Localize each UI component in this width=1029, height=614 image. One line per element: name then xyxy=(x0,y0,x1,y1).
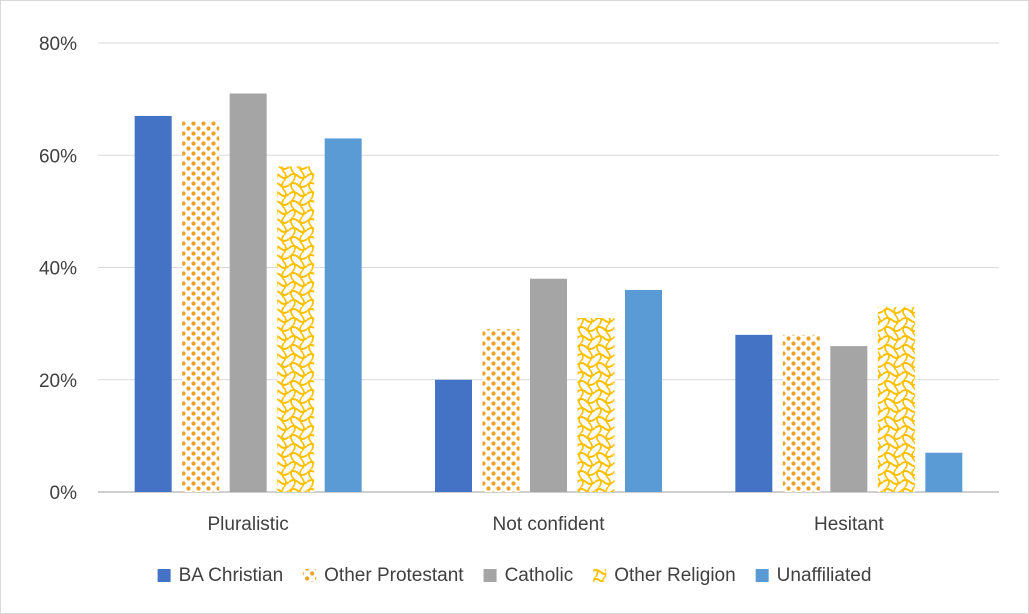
bar-other-protestant-pluralistic xyxy=(182,122,219,492)
bar-catholic-pluralistic xyxy=(230,94,267,492)
legend-item: Other Religion xyxy=(593,565,735,586)
legend-label: Other Religion xyxy=(614,565,735,586)
bar-unaffiliated-not-confident xyxy=(625,290,662,492)
legend-item: Catholic xyxy=(484,565,574,586)
x-axis-category-labels: Pluralistic Not confident Hesitant xyxy=(208,514,885,535)
y-tick-label: 60% xyxy=(39,146,77,167)
bar-other-protestant-not-confident xyxy=(483,329,520,492)
category-label: Not confident xyxy=(493,514,606,535)
legend-swatch xyxy=(484,569,497,582)
bar-ba-christian-not-confident xyxy=(435,380,472,492)
legend-label: Other Protestant xyxy=(324,565,464,586)
legend-swatch xyxy=(593,569,606,582)
legend-swatch xyxy=(303,569,316,582)
bar-ba-christian-pluralistic xyxy=(135,116,172,492)
y-tick-label: 0% xyxy=(50,483,78,504)
y-tick-label: 40% xyxy=(39,259,77,280)
bar-ba-christian-hesitant xyxy=(735,335,772,492)
legend: BA Christian Other Protestant Catholic Othe… xyxy=(158,565,872,586)
y-tick-label: 20% xyxy=(39,371,77,392)
legend-label: BA Christian xyxy=(179,565,284,586)
bars xyxy=(135,94,963,492)
bar-catholic-hesitant xyxy=(830,346,867,492)
y-axis-tick-labels: 0% 20% 40% 60% 80% xyxy=(39,34,77,504)
bar-catholic-not-confident xyxy=(530,279,567,492)
legend-item: Unaffiliated xyxy=(756,565,872,586)
bar-other-religion-pluralistic xyxy=(277,166,314,492)
legend-label: Unaffiliated xyxy=(777,565,872,586)
category-label: Hesitant xyxy=(814,514,884,535)
bar-unaffiliated-pluralistic xyxy=(325,138,362,492)
legend-swatch xyxy=(158,569,171,582)
legend-item: BA Christian xyxy=(158,565,284,586)
legend-label: Catholic xyxy=(505,565,574,586)
bar-other-religion-hesitant xyxy=(878,307,915,492)
bar-unaffiliated-hesitant xyxy=(925,453,962,492)
category-label: Pluralistic xyxy=(208,514,289,535)
legend-item: Other Protestant xyxy=(303,565,464,586)
bar-other-protestant-hesitant xyxy=(783,335,820,492)
y-tick-label: 80% xyxy=(39,34,77,55)
legend-swatch xyxy=(756,569,769,582)
bar-other-religion-not-confident xyxy=(578,318,615,492)
